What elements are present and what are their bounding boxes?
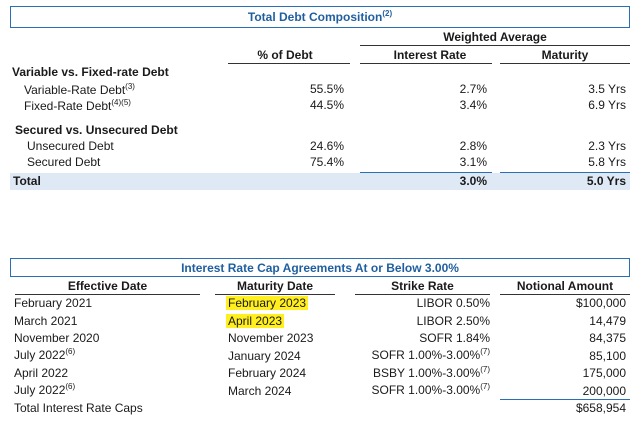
cap-notional: 85,100 (589, 349, 626, 363)
caps-header-rule-2 (215, 294, 335, 295)
cap-effective: February 2021 (14, 296, 93, 310)
col-effective-date: Effective Date (67, 279, 148, 293)
cap-effective: March 2021 (14, 314, 78, 328)
cap-strike: LIBOR 0.50% (416, 296, 490, 310)
cap-effective: November 2020 (14, 331, 100, 345)
caps-total-rule (500, 399, 630, 400)
row-rate: 3.4% (459, 98, 487, 112)
row-rate: 3.1% (459, 155, 487, 169)
cap-strike: BSBY 1.00%-3.00%(7) (373, 365, 490, 381)
col-notional-amount: Notional Amount (516, 279, 614, 293)
cap-maturity: November 2023 (228, 331, 314, 345)
caps-header-rule-3 (355, 294, 490, 295)
debt-title-box (10, 6, 630, 28)
total-label: Total (13, 174, 41, 188)
row-maturity: 6.9 Yrs (588, 98, 626, 112)
row-pct: 75.4% (309, 155, 344, 169)
cap-notional: 175,000 (582, 366, 626, 380)
weighted-average-rule (360, 45, 630, 46)
cap-strike: SOFR 1.00%-3.00%(7) (371, 347, 491, 363)
cap-maturity: January 2024 (228, 349, 301, 363)
row-maturity: 5.8 Yrs (588, 155, 626, 169)
row-pct: 24.6% (309, 139, 344, 153)
cap-notional: $100,000 (575, 296, 626, 310)
header-rule-maturity (500, 63, 630, 64)
row-rate: 2.7% (459, 82, 487, 96)
cap-effective: July 2022(6) (14, 347, 76, 363)
cap-strike: SOFR 1.00%-3.00%(7) (371, 382, 491, 398)
cap-notional: 14,479 (589, 314, 626, 328)
row-label: Variable-Rate Debt(3) (24, 82, 135, 98)
col-interest-rate: Interest Rate (393, 48, 467, 62)
cap-effective: July 2022(6) (14, 382, 76, 398)
cap-maturity: February 2023 (226, 296, 309, 310)
caps-total-label: Total Interest Rate Caps (14, 401, 143, 415)
row-maturity: 2.3 Yrs (588, 139, 626, 153)
debt-table-title: Total Debt Composition(2) (10, 9, 630, 25)
debt-title-text: Total Debt Composition (247, 10, 383, 24)
caps-total-notional: $658,954 (575, 401, 626, 415)
cap-maturity: March 2024 (228, 384, 292, 398)
header-rule-pct (228, 63, 350, 64)
row-rate: 2.8% (459, 139, 487, 153)
section-title-secured-unsecured: Secured vs. Unsecured Debt (15, 123, 178, 137)
cap-maturity: April 2023 (226, 314, 285, 328)
col-maturity: Maturity (541, 48, 589, 62)
col-maturity-date: Maturity Date (236, 279, 313, 293)
total-rule-maturity (500, 172, 630, 173)
total-rate: 3.0% (459, 174, 487, 188)
cap-notional: 200,000 (582, 384, 626, 398)
debt-title-note: (2) (382, 9, 393, 18)
total-maturity: 5.0 Yrs (586, 174, 626, 188)
cap-effective: April 2022 (14, 366, 69, 380)
caps-table-title: Interest Rate Cap Agreements At or Below… (181, 261, 459, 275)
row-label: Fixed-Rate Debt(4)(5) (24, 98, 131, 114)
row-label: Secured Debt (27, 155, 101, 169)
cap-maturity: February 2024 (228, 366, 307, 380)
row-maturity: 3.5 Yrs (588, 82, 626, 96)
row-label: Unsecured Debt (27, 139, 114, 153)
section-title-variable-fixed: Variable vs. Fixed-rate Debt (12, 65, 169, 79)
row-pct: 44.5% (309, 98, 344, 112)
weighted-average-header: Weighted Average (443, 30, 547, 44)
col-pct-of-debt: % of Debt (257, 48, 313, 62)
col-strike-rate: Strike Rate (391, 279, 454, 293)
cap-strike: LIBOR 2.50% (416, 314, 490, 328)
total-row-band (10, 173, 630, 190)
total-rule-rate (360, 172, 492, 173)
cap-strike: SOFR 1.84% (419, 331, 490, 345)
caps-header-rule-4 (500, 294, 630, 295)
cap-notional: 84,375 (589, 331, 626, 345)
row-pct: 55.5% (309, 82, 344, 96)
caps-header-rule-1 (15, 294, 200, 295)
header-rule-rate (360, 63, 492, 64)
caps-title-box (10, 258, 630, 277)
